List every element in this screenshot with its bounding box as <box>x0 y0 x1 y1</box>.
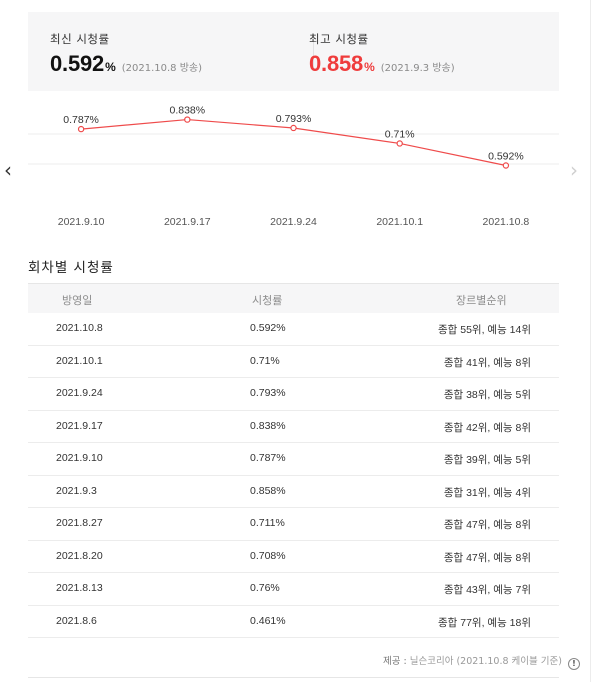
table-row: 2021.8.27 0.711% 종합 47위, 예능 8위 <box>28 508 559 541</box>
header-air-date: 방영일 <box>62 294 93 307</box>
x-tick-label: 2021.10.8 <box>483 216 530 228</box>
table-row: 2021.9.3 0.858% 종합 31위, 예능 4위 <box>28 476 559 508</box>
source-text: 닐슨코리아 (2021.10.8 케이블 기준) <box>409 656 562 667</box>
row-genre-rank: 종합 41위, 예능 8위 <box>443 356 531 369</box>
row-rating: 0.592% <box>250 322 286 334</box>
row-air-date: 2021.8.20 <box>56 549 103 562</box>
x-tick-label: 2021.9.24 <box>270 216 317 228</box>
row-air-date: 2021.8.13 <box>56 582 103 594</box>
data-point <box>396 140 403 147</box>
data-label: 0.592% <box>488 150 524 162</box>
x-tick-label: 2021.9.10 <box>58 216 105 228</box>
data-point <box>502 162 510 169</box>
latest-rating-unit: % <box>105 60 116 74</box>
data-label: 0.71% <box>385 128 415 140</box>
latest-rating-value: 0.592 <box>50 51 105 76</box>
header-rating: 시청률 <box>252 294 283 307</box>
row-air-date: 2021.10.8 <box>56 322 103 334</box>
row-rating: 0.711% <box>250 517 285 529</box>
row-air-date: 2021.10.1 <box>56 354 103 367</box>
bottom-divider <box>28 677 559 678</box>
data-label: 0.793% <box>276 113 312 125</box>
row-rating: 0.858% <box>250 484 286 497</box>
row-genre-rank: 종합 47위, 예능 8위 <box>443 551 531 564</box>
table-row: 2021.10.1 0.71% 종합 41위, 예능 8위 <box>28 346 559 378</box>
row-rating: 0.71% <box>250 354 280 367</box>
peak-rating-aired: (2021.9.3 방송) <box>380 63 455 74</box>
row-air-date: 2021.8.27 <box>56 517 103 529</box>
table-row: 2021.8.6 0.461% 종합 77위, 예능 18위 <box>28 606 559 638</box>
data-point <box>290 124 297 132</box>
x-tick-label: 2021.10.1 <box>376 216 423 228</box>
table-body: 2021.10.8 0.592% 종합 55위, 예능 14위 2021.10.1 0.… <box>28 313 559 638</box>
row-rating: 0.461% <box>250 614 286 627</box>
row-air-date: 2021.9.10 <box>56 452 103 464</box>
row-air-date: 2021.9.17 <box>56 419 103 432</box>
row-genre-rank: 종합 55위, 예능 14위 <box>438 324 531 336</box>
data-label: 0.838% <box>169 105 205 117</box>
row-genre-rank: 종합 42위, 예능 8위 <box>443 421 531 434</box>
latest-rating: 최신 시청률 0.592% (2021.10.8 방송) <box>50 31 202 77</box>
latest-rating-label: 최신 시청률 <box>50 32 110 46</box>
row-air-date: 2021.8.6 <box>56 614 97 627</box>
table-row: 2021.10.8 0.592% 종합 55위, 예능 14위 <box>28 313 559 346</box>
peak-rating: 최고 시청률 0.858% (2021.9.3 방송) <box>309 31 455 77</box>
peak-rating-unit: % <box>364 60 375 74</box>
ratings-trend-chart: 0.787% 2021.9.10 0.838% 2021.9.17 0.793% 2021… <box>0 100 600 240</box>
row-genre-rank: 종합 77위, 예능 18위 <box>438 616 531 629</box>
row-rating: 0.838% <box>250 419 286 432</box>
data-point <box>77 125 85 133</box>
table-row: 2021.9.24 0.793% 종합 38위, 예능 5위 <box>28 378 559 411</box>
chevron-right-icon[interactable]: › <box>570 158 578 182</box>
episode-ratings-title: 회차별 시청률 <box>28 260 114 276</box>
row-rating: 0.708% <box>250 549 286 562</box>
row-genre-rank: 종합 43위, 예능 7위 <box>443 584 531 596</box>
data-point <box>184 116 191 123</box>
right-divider <box>590 0 591 682</box>
chart-canvas: 0.787% 2021.9.10 0.838% 2021.9.17 0.793% 2021… <box>28 105 559 228</box>
ratings-summary: 최신 시청률 0.592% (2021.10.8 방송) 최고 시청률 0.858… <box>28 12 559 91</box>
row-rating: 0.793% <box>250 387 286 399</box>
row-rating: 0.76% <box>250 582 280 594</box>
summary-divider <box>313 34 314 70</box>
header-genre-rank: 장르별순위 <box>456 294 507 307</box>
source-label: 제공 : <box>383 656 407 667</box>
row-rating: 0.787% <box>250 452 286 464</box>
table-header: 방영일 시청률 장르별순위 <box>28 283 559 313</box>
table-row: 2021.8.20 0.708% 종합 47위, 예능 8위 <box>28 541 559 573</box>
info-icon[interactable]: ! <box>568 658 580 670</box>
peak-rating-label: 최고 시청률 <box>309 32 369 46</box>
table-row: 2021.9.17 0.838% 종합 42위, 예능 8위 <box>28 411 559 443</box>
episode-ratings-table: 방영일 시청률 장르별순위 2021.10.8 0.592% 종합 55위, 예능 … <box>28 283 559 638</box>
chevron-left-icon[interactable]: ‹ <box>4 158 12 182</box>
row-genre-rank: 종합 31위, 예능 4위 <box>443 486 531 499</box>
latest-rating-aired: (2021.10.8 방송) <box>121 63 203 74</box>
x-tick-label: 2021.9.17 <box>164 216 211 228</box>
table-row: 2021.9.10 0.787% 종합 39위, 예능 5위 <box>28 443 559 476</box>
row-genre-rank: 종합 39위, 예능 5위 <box>443 454 531 466</box>
peak-rating-value: 0.858 <box>309 51 364 76</box>
row-genre-rank: 종합 47위, 예능 8위 <box>443 519 531 531</box>
row-genre-rank: 종합 38위, 예능 5위 <box>443 389 531 401</box>
row-air-date: 2021.9.3 <box>56 484 97 497</box>
row-air-date: 2021.9.24 <box>56 387 103 399</box>
table-row: 2021.8.13 0.76% 종합 43위, 예능 7위 <box>28 573 559 606</box>
data-source: 제공 : 닐슨코리아 (2021.10.8 케이블 기준) ! <box>383 653 580 670</box>
data-label: 0.787% <box>63 114 99 126</box>
